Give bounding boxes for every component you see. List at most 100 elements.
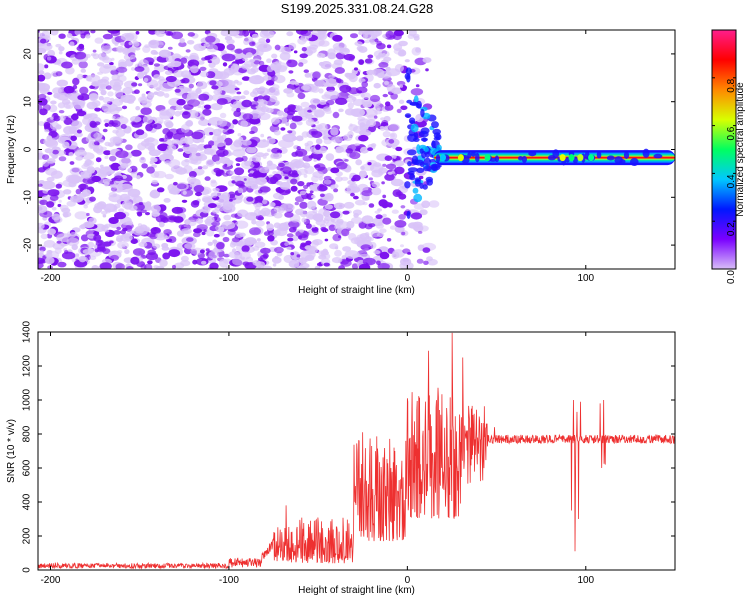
spectrogram-noise-blob: [167, 159, 181, 168]
spectrogram-noise-blob: [364, 232, 370, 237]
spectrogram-noise-blob: [150, 156, 155, 162]
y-tick-label: 400: [22, 493, 33, 510]
spectrogram-noise-blob: [276, 110, 284, 116]
spectrogram-noise-blob: [38, 149, 43, 158]
spectrogram-noise-blob: [198, 118, 210, 127]
spectrogram-noise-blob: [40, 180, 56, 190]
spectrogram-noise-blob: [272, 170, 278, 175]
spectrogram-noise-blob: [38, 83, 51, 92]
spectrogram-noise-blob: [291, 115, 303, 122]
spectrogram-noise-blob: [263, 209, 278, 217]
spectrogram-noise-blob: [102, 214, 107, 218]
spectrogram-noise-blob: [386, 44, 392, 49]
spectrogram-noise-blob: [141, 93, 146, 97]
spectrogram-noise-blob: [211, 56, 221, 65]
spectrogram-noise-blob: [396, 108, 402, 114]
spectrogram-noise-blob: [224, 35, 233, 41]
spectrogram-noise-blob: [122, 96, 127, 101]
spectrogram-noise-blob: [151, 179, 159, 185]
spectrogram-noise-blob: [328, 224, 336, 232]
spectrogram-noise-blob: [173, 70, 184, 78]
spectrogram-noise-blob: [352, 186, 361, 193]
spectrogram-noise-blob: [337, 91, 350, 100]
spectrogram-noise-blob: [400, 205, 406, 209]
spectrogram-noise-blob: [102, 33, 113, 40]
spectrogram-noise-blob: [114, 89, 124, 98]
spectrogram-noise-blob: [69, 161, 75, 165]
spectrogram-noise-blob: [290, 178, 298, 185]
spectrogram-noise-blob: [113, 230, 121, 235]
spectrogram-noise-blob: [246, 196, 254, 202]
spectrogram-noise-blob: [234, 220, 249, 229]
spectrogram-noise-blob: [138, 59, 149, 68]
spectrogram-noise-blob: [266, 80, 275, 86]
spectrogram-noise-blob: [47, 49, 56, 58]
spectrogram-noise-blob: [162, 154, 169, 161]
spectrogram-noise-blob: [55, 71, 63, 77]
spectrogram-noise-blob: [351, 96, 357, 101]
spectrogram-transition-blob: [433, 132, 441, 139]
spectrogram-noise-blob: [93, 141, 100, 146]
spectrogram-noise-blob: [398, 99, 405, 105]
spectrogram-noise-blob: [347, 130, 354, 138]
spectrogram-noise-blob: [38, 121, 45, 127]
spectrogram-noise-blob: [148, 149, 161, 157]
snr-x-ticks: -200 -100 0 100: [40, 332, 595, 586]
spectrogram-noise-blob: [39, 199, 48, 205]
signal-band-hotspot: [440, 154, 446, 162]
spectrogram-noise-blob: [187, 32, 195, 37]
spectrogram-noise-blob: [38, 222, 45, 230]
spectrogram-noise-blob: [345, 148, 353, 154]
colorbar-frame: [711, 29, 737, 270]
spectrogram-noise-blob: [218, 231, 225, 236]
spectrogram-transition-blob: [406, 74, 411, 83]
spectrogram-noise-blob: [366, 119, 377, 128]
spectrogram-noise-blob: [76, 129, 82, 134]
spectrogram-noise-blob: [275, 62, 288, 71]
spectrogram-noise-blob: [195, 88, 202, 94]
spectrogram-noise-blob: [375, 214, 383, 219]
spectrogram-noise-blob: [70, 135, 77, 142]
spectrogram-noise-blob: [280, 203, 295, 212]
spectrogram-noise-blob: [256, 99, 268, 107]
spectrogram-noise-blob: [319, 193, 325, 198]
spectrogram-noise-blob: [342, 210, 350, 215]
spectrogram-noise-blob: [167, 46, 173, 50]
spectrogram-noise-blob: [380, 117, 386, 121]
spectrogram-noise-blob: [176, 183, 187, 190]
spectrogram-noise-blob: [59, 204, 69, 211]
spectrogram-noise-blob: [131, 67, 136, 71]
spectrogram-noise-blob: [364, 58, 373, 64]
spectrogram-noise-blob: [38, 93, 47, 100]
spectrogram-noise-blob: [167, 145, 172, 149]
spectrogram-noise-blob: [245, 180, 258, 189]
spectrogram-noise-blob: [356, 45, 364, 51]
spectrogram-noise-blob: [235, 163, 241, 167]
spectrogram-noise-blob: [303, 69, 309, 73]
spectrogram-noise-blob: [41, 195, 51, 201]
spectrogram-noise-blob: [197, 166, 203, 170]
spectrogram-noise-blob: [229, 90, 236, 95]
spectrogram-transition-blob: [409, 173, 416, 181]
spectrogram-noise-blob: [195, 191, 202, 197]
spectrogram-noise-blob: [176, 98, 186, 106]
spectrogram-transition-blob: [416, 144, 421, 153]
spectrogram-noise-blob: [189, 183, 195, 188]
y-tick-label: -20: [23, 237, 34, 252]
spectrogram-noise-blob: [155, 232, 165, 238]
spectrogram-noise-blob: [188, 83, 194, 89]
spectrogram-noise-blob: [180, 260, 191, 267]
spectrogram-noise-blob: [127, 168, 133, 173]
spectrogram-noise-blob: [211, 209, 220, 214]
spectrogram-noise-blob: [271, 147, 281, 154]
spectrogram-noise-blob: [82, 117, 91, 125]
spectrogram-noise-blob: [110, 254, 119, 261]
spectrogram-noise-blob: [229, 170, 235, 175]
spectrogram-noise-blob: [428, 200, 440, 208]
spectrogram-transition-blob: [423, 165, 432, 172]
spectrogram-noise-blob: [419, 209, 428, 216]
spectrogram-noise-blob: [50, 116, 54, 120]
spectrogram-noise-blob: [387, 202, 393, 208]
spectrogram-noise-blob: [97, 62, 105, 67]
spectrogram-noise-blob: [341, 255, 347, 260]
